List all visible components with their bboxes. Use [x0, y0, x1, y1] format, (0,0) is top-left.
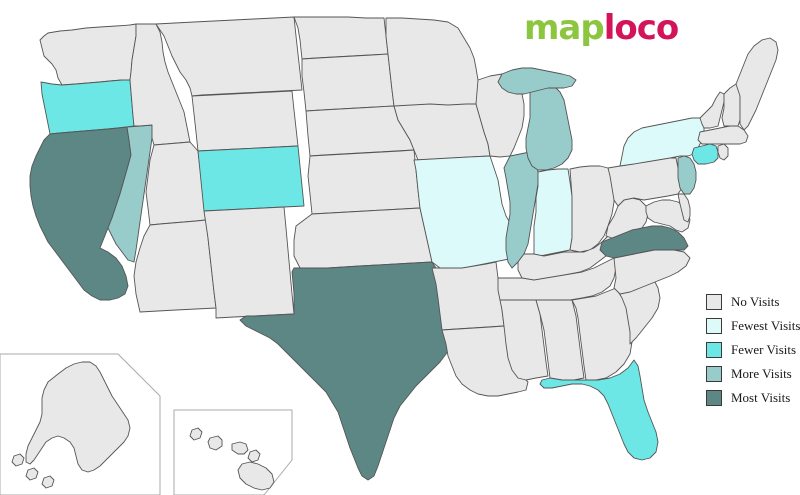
state-RI[interactable] [717, 143, 729, 161]
state-ND[interactable] [293, 16, 389, 60]
state-AL[interactable] [535, 299, 585, 381]
state-CO[interactable] [197, 145, 305, 212]
legend-label-most-visits: Most Visits [731, 390, 791, 405]
legend-item-fewest-visits[interactable]: Fewest Visits [706, 314, 800, 338]
legend-item-fewer-visits[interactable]: Fewer Visits [706, 338, 798, 362]
state-NJ[interactable] [677, 155, 697, 195]
state-WA[interactable] [39, 23, 137, 86]
legend-label-more-visits: More Visits [731, 366, 792, 381]
state-NH[interactable] [721, 83, 741, 127]
state-OH[interactable] [569, 165, 615, 253]
legend-swatch-more-visits [706, 366, 722, 382]
state-DE[interactable] [677, 193, 691, 223]
legend-item-most-visits[interactable]: Most Visits [706, 386, 798, 410]
state-UT[interactable] [145, 141, 207, 226]
alaska-inset-frame [0, 353, 161, 495]
state-AR[interactable] [431, 261, 505, 331]
state-NM[interactable] [203, 206, 295, 319]
state-GA[interactable] [571, 287, 633, 381]
state-MI[interactable] [525, 83, 573, 171]
state-IL[interactable] [503, 151, 539, 269]
state-TX[interactable] [239, 261, 463, 481]
state-MD[interactable] [645, 199, 691, 233]
state-HI[interactable] [189, 427, 275, 491]
state-PA[interactable] [607, 157, 683, 207]
hawaii-inset-frame [173, 409, 293, 495]
maploco-logo[interactable]: maploco [524, 6, 679, 50]
state-ME[interactable] [735, 37, 779, 131]
legend-item-more-visits[interactable]: More Visits [706, 362, 798, 386]
state-OR[interactable] [40, 79, 135, 135]
state-KS[interactable] [307, 149, 421, 215]
state-MN[interactable] [385, 17, 479, 109]
state-OK[interactable] [293, 207, 433, 269]
logo-text-loco: loco [603, 8, 680, 48]
state-FL[interactable] [539, 359, 659, 461]
state-IN[interactable] [533, 168, 573, 257]
legend-swatch-fewer-visits [706, 342, 722, 358]
legend-label-fewest-visits: Fewest Visits [731, 318, 800, 333]
legend-swatch-fewest-visits [706, 318, 722, 334]
states-layer [0, 16, 779, 495]
legend-item-no-visits[interactable]: No Visits [706, 290, 798, 314]
legend-label-no-visits: No Visits [731, 294, 780, 309]
logo-text-map: map [524, 8, 605, 48]
visit-level-legend: No Visits Fewest Visits Fewer Visits Mor… [706, 290, 800, 410]
state-MA[interactable] [697, 125, 749, 145]
legend-label-fewer-visits: Fewer Visits [731, 342, 797, 357]
state-WY[interactable] [191, 90, 299, 152]
state-MS[interactable] [499, 299, 549, 381]
state-NY[interactable] [619, 117, 705, 167]
state-NV[interactable] [107, 124, 153, 263]
state-SD[interactable] [301, 53, 395, 112]
legend-swatch-most-visits [706, 390, 722, 406]
state-VT[interactable] [699, 91, 725, 129]
state-AK[interactable] [11, 361, 131, 489]
state-MI-up[interactable] [497, 67, 577, 95]
state-AZ[interactable] [133, 219, 217, 313]
legend-swatch-no-visits [706, 294, 722, 310]
state-MT[interactable] [155, 16, 303, 97]
